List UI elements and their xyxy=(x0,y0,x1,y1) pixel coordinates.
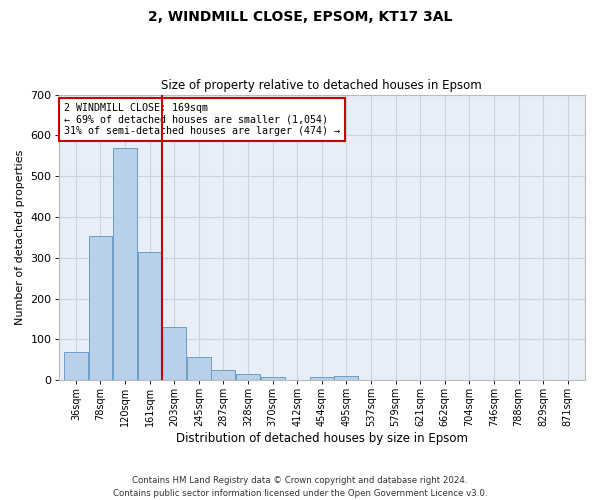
Bar xyxy=(187,357,211,380)
Bar xyxy=(260,378,284,380)
Bar xyxy=(89,236,112,380)
Bar xyxy=(64,352,88,380)
Text: 2 WINDMILL CLOSE: 169sqm
← 69% of detached houses are smaller (1,054)
31% of sem: 2 WINDMILL CLOSE: 169sqm ← 69% of detach… xyxy=(64,103,340,136)
Bar xyxy=(163,327,186,380)
Bar xyxy=(113,148,137,380)
Y-axis label: Number of detached properties: Number of detached properties xyxy=(15,150,25,325)
Bar xyxy=(211,370,235,380)
Title: Size of property relative to detached houses in Epsom: Size of property relative to detached ho… xyxy=(161,79,482,92)
Text: 2, WINDMILL CLOSE, EPSOM, KT17 3AL: 2, WINDMILL CLOSE, EPSOM, KT17 3AL xyxy=(148,10,452,24)
Bar xyxy=(236,374,260,380)
Text: Contains HM Land Registry data © Crown copyright and database right 2024.
Contai: Contains HM Land Registry data © Crown c… xyxy=(113,476,487,498)
X-axis label: Distribution of detached houses by size in Epsom: Distribution of detached houses by size … xyxy=(176,432,468,445)
Bar xyxy=(138,252,161,380)
Bar xyxy=(310,377,334,380)
Bar xyxy=(334,376,358,380)
